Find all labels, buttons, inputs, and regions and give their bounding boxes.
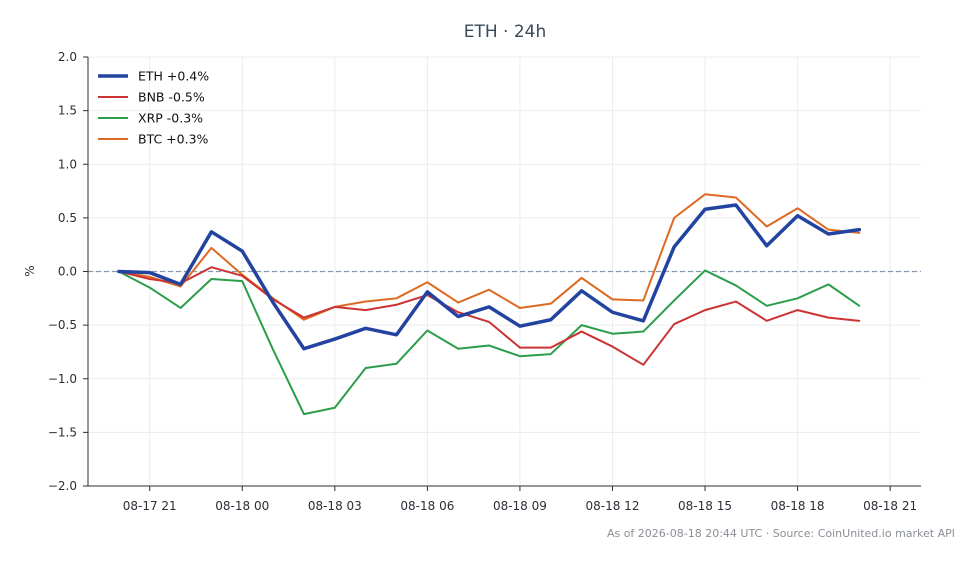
x-tick-label: 08-18 00 — [215, 499, 269, 513]
y-axis-label: % — [23, 265, 37, 276]
x-tick-label: 08-18 09 — [493, 499, 547, 513]
x-tick-label: 08-18 12 — [586, 499, 640, 513]
x-tick-label: 08-18 21 — [863, 499, 917, 513]
x-tick-label: 08-18 03 — [308, 499, 362, 513]
chart-title: ETH · 24h — [464, 22, 547, 42]
y-tick-label: −1.5 — [48, 425, 77, 439]
x-tick-label: 08-18 18 — [771, 499, 825, 513]
x-tick-label: 08-17 21 — [123, 499, 177, 513]
y-tick-label: −1.0 — [48, 372, 77, 386]
x-tick-label: 08-18 15 — [678, 499, 732, 513]
footer-source: As of 2026-08-18 20:44 UTC · Source: Coi… — [607, 527, 955, 540]
y-tick-label: −0.5 — [48, 318, 77, 332]
x-tick-label: 08-18 06 — [400, 499, 454, 513]
y-tick-label: −2.0 — [48, 479, 77, 493]
legend: ETH +0.4% BNB -0.5% XRP -0.3% BTC +0.3% — [98, 69, 209, 147]
x-axis-ticks: 08-17 21 08-18 00 08-18 03 08-18 06 08-18 09… — [123, 486, 917, 513]
legend-label: ETH +0.4% — [138, 69, 209, 84]
y-tick-label: 2.0 — [58, 50, 77, 64]
series-line-bnb — [117, 266, 861, 366]
y-tick-label: 0.0 — [58, 265, 77, 279]
y-tick-label: 1.5 — [58, 104, 77, 118]
series-line-btc — [117, 193, 861, 321]
legend-label: BTC +0.3% — [138, 132, 209, 147]
series-line-eth — [117, 203, 862, 351]
y-tick-label: 0.5 — [58, 211, 77, 225]
series-line-xrp — [117, 269, 861, 416]
legend-label: BNB -0.5% — [138, 90, 205, 105]
y-tick-label: 1.0 — [58, 157, 77, 171]
legend-label: XRP -0.3% — [138, 111, 203, 126]
y-axis-ticks: 2.0 1.5 1.0 0.5 0.0 −0.5 −1.0 −1.5 −2.0 — [48, 50, 88, 493]
series-lines — [117, 193, 862, 416]
